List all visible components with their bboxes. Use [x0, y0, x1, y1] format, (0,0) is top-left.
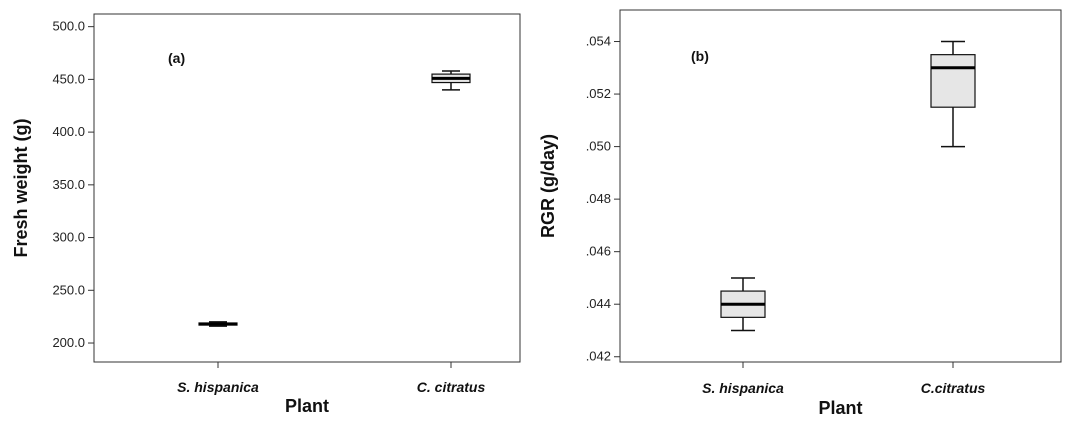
box-plot-2	[930, 40, 976, 148]
x-axis-title: Plant	[818, 398, 862, 418]
panel-label: (b)	[691, 48, 709, 64]
y-tick-label: .048	[586, 191, 611, 206]
box-plot-1	[198, 321, 238, 327]
x-category-label: C. citratus	[417, 379, 486, 395]
plot-frame	[93, 13, 521, 363]
panel-label: (a)	[168, 50, 185, 66]
box-plot-2	[431, 70, 471, 91]
y-tick-label: 300.0	[52, 230, 85, 245]
y-axis-title: Fresh weight (g)	[11, 118, 31, 257]
y-tick-label: 400.0	[52, 124, 85, 139]
box-plot-1	[720, 277, 766, 332]
y-axis-title: RGR (g/day)	[538, 134, 558, 238]
y-tick-label: 450.0	[52, 71, 85, 86]
y-tick-label: .044	[586, 296, 611, 311]
y-tick-label: .052	[586, 86, 611, 101]
y-tick-label: 350.0	[52, 177, 85, 192]
y-tick-label: .046	[586, 244, 611, 259]
y-tick-label: .054	[586, 34, 611, 49]
x-category-label: C.citratus	[921, 380, 986, 396]
y-tick-label: .042	[586, 349, 611, 364]
y-tick-label: 500.0	[52, 19, 85, 34]
x-category-label: S. hispanica	[702, 380, 784, 396]
chart-a: 200.0 250.0 300.0 350.0 400.0 450.0 500.0 S. hi…	[11, 13, 521, 416]
chart-b: .042 .044 .046 .048 .050 .052 .054 S. hispanica…	[538, 9, 1062, 418]
y-tick-label: .050	[586, 139, 611, 154]
plot-frame	[619, 9, 1062, 363]
iqr-box	[930, 54, 976, 108]
y-tick-label: 250.0	[52, 282, 85, 297]
y-tick-label: 200.0	[52, 335, 85, 350]
x-category-label: S. hispanica	[177, 379, 259, 395]
x-axis-title: Plant	[285, 396, 329, 416]
